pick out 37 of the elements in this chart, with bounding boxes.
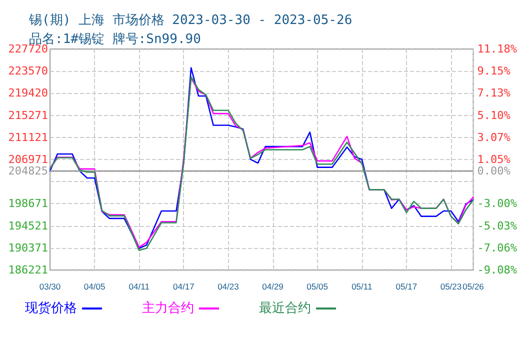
y2-tick-label: 1.05% [477,153,511,166]
y2-tick-label: 7.13% [477,86,511,100]
y-tick-label: 227720 [8,42,48,56]
y2-tick-label: -9.08% [477,264,518,276]
x-tick-label: 05/23 [440,282,462,292]
x-tick-label: 04/17 [173,282,195,292]
y-tick-label: 223570 [8,64,48,78]
x-tick-label: 05/11 [352,282,372,292]
x-tick-label: 05/26 [462,282,484,292]
x-tick-label: 03/30 [39,282,61,292]
y-tick-label: 190371 [8,241,48,254]
y-tick-label: 186221 [8,264,48,276]
legend-label: 主力合约 [142,300,194,316]
y-tick-label: 211121 [8,130,48,144]
y2-tick-label: -3.00% [477,197,518,210]
y2-tick-label: 3.07% [477,130,511,144]
y-tick-label: 215271 [8,108,48,122]
y2-tick-label: 11.18% [477,42,518,56]
y-tick-label: 206971 [8,152,48,166]
x-tick-label: 04/05 [84,282,106,292]
x-tick-label: 04/23 [218,282,240,292]
x-tick-label: 05/17 [396,282,418,292]
x-tick-label: 05/05 [306,282,328,292]
y2-tick-label: 9.15% [477,64,511,78]
y-tick-label: 219420 [8,86,48,100]
y-tick-label: 204825 [8,164,48,178]
chart-title: 锡(期) 上海 市场价格 2023-03-30 - 2023-05-26 [28,13,352,28]
legend-label: 最近合约 [259,301,311,316]
y2-tick-label: -5.03% [477,219,518,232]
y-tick-label: 198671 [8,197,48,210]
y-tick-label: 194521 [8,219,48,232]
y2-tick-label: 5.10% [477,108,511,122]
y2-tick-label: 0.00% [477,164,511,178]
x-tick-label: 04/11 [128,282,150,292]
x-tick-label: 04/29 [262,282,284,292]
y2-tick-label: -7.06% [477,241,518,254]
legend-label: 现货价格 [25,301,77,316]
